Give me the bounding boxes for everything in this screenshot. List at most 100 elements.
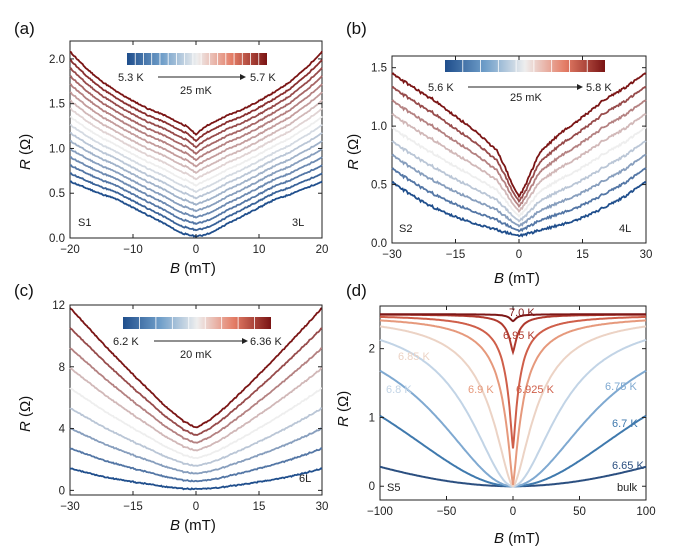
y-tick-label: 12 xyxy=(52,300,65,312)
panel-a-ticks: −20 −10 0 10 20 0.0 0.5 1.0 1.5 2.0 xyxy=(49,41,328,256)
panel-c-ylabel: R (Ω) xyxy=(17,396,34,432)
panel-b-colorbar-end: 5.8 K xyxy=(586,82,612,94)
panel-d-ticks: −100 −50 0 50 100 0 1 2 xyxy=(367,306,656,518)
y-tick-label: 2.0 xyxy=(49,54,65,66)
x-tick-label: 30 xyxy=(316,501,329,513)
panel-c-arrow-head xyxy=(242,338,248,344)
temperature-curve xyxy=(69,115,323,187)
temperature-curve xyxy=(69,75,323,156)
temperature-curve xyxy=(69,172,323,232)
panel-b-colorbar-step: 25 mK xyxy=(510,92,542,104)
y-tick-label: 0.5 xyxy=(49,188,65,200)
y-tick-label: 2 xyxy=(369,344,375,356)
x-tick-label: 0 xyxy=(193,501,199,513)
temperature-curve xyxy=(69,140,323,206)
panel-b-layer-note: 4L xyxy=(619,223,631,235)
panel-c-colorbar-step: 20 mK xyxy=(180,349,212,361)
temperature-curve xyxy=(391,167,647,233)
panel-a-colorbar-end: 5.7 K xyxy=(250,72,276,84)
panel-d-xlabel: B (mT) xyxy=(494,530,540,547)
panel-d-bulk-note: bulk xyxy=(617,482,638,494)
x-tick-label: −10 xyxy=(123,244,143,256)
temperature-curve xyxy=(379,315,647,449)
panel-d-label: (d) xyxy=(346,281,367,300)
panel-d-ylabel: R (Ω) xyxy=(335,391,352,427)
panel-b-colorbar: 5.6 K 5.8 K 25 mK xyxy=(428,60,612,104)
series-label: 6.65 K xyxy=(612,460,644,472)
y-tick-label: 1.5 xyxy=(371,63,387,75)
y-tick-label: 1 xyxy=(369,412,375,424)
series-label: 7.0 K xyxy=(509,307,535,319)
x-tick-label: 0 xyxy=(510,506,516,518)
temperature-curve xyxy=(69,367,322,452)
panel-b-curves xyxy=(391,72,647,238)
panel-b-colorbar-strip xyxy=(445,60,605,72)
temperature-curve xyxy=(69,67,323,149)
x-tick-label: −20 xyxy=(60,244,80,256)
panel-c-colorbar: 6.2 K 6.36 K 20 mK xyxy=(113,317,282,361)
temperature-curve xyxy=(69,327,323,436)
temperature-curve xyxy=(69,447,323,483)
panel-a-ylabel: R (Ω) xyxy=(17,134,34,170)
y-tick-label: 1.0 xyxy=(371,121,387,133)
panel-a-arrow-head xyxy=(240,74,246,80)
panel-a-layer-note: 3L xyxy=(292,217,304,229)
series-label: 6.75 K xyxy=(605,381,637,393)
panel-c-colorbar-end: 6.36 K xyxy=(250,336,282,348)
x-tick-label: −15 xyxy=(123,501,143,513)
panel-c-layer-note: 6L xyxy=(299,473,311,485)
series-label: 6.8 K xyxy=(386,384,412,396)
temperature-curve xyxy=(391,99,647,209)
panel-a-colorbar-strip xyxy=(127,53,267,65)
y-tick-label: 4 xyxy=(59,424,66,436)
series-label: 6.85 K xyxy=(398,351,430,363)
panel-a-colorbar-start: 5.3 K xyxy=(118,72,144,84)
series-label: 6.95 K xyxy=(503,330,535,342)
panel-a-curves xyxy=(69,50,323,238)
panel-a-xlabel: B (mT) xyxy=(170,260,216,277)
panel-b-arrow-head xyxy=(577,84,583,90)
series-label: 6.7 K xyxy=(612,418,638,430)
temperature-curve xyxy=(70,164,323,226)
x-tick-label: −30 xyxy=(382,249,402,261)
y-tick-label: 0.5 xyxy=(371,180,387,192)
panel-c-colorbar-strip xyxy=(123,317,271,329)
x-tick-label: −100 xyxy=(367,506,393,518)
panel-b-label: (b) xyxy=(346,19,367,38)
panel-b-ylabel: R (Ω) xyxy=(345,134,362,170)
panel-d-curves xyxy=(379,313,647,488)
x-tick-label: −30 xyxy=(60,501,80,513)
temperature-curve xyxy=(69,387,322,460)
temperature-curve xyxy=(69,347,323,444)
x-tick-label: 15 xyxy=(253,501,266,513)
temperature-curve xyxy=(379,319,647,486)
x-tick-label: 30 xyxy=(640,249,653,261)
temperature-curve xyxy=(69,107,323,181)
x-tick-label: 100 xyxy=(636,506,655,518)
temperature-curve xyxy=(69,58,323,143)
temperature-curve xyxy=(69,427,323,475)
series-label: 6.9 K xyxy=(468,384,494,396)
x-tick-label: −15 xyxy=(446,249,466,261)
temperature-curve xyxy=(391,153,647,228)
panel-b: (b) −30 −15 0 15 30 0.0 0.5 1.0 1.5 5.6 K 5.8 K … xyxy=(345,19,652,287)
panel-b-colorbar-start: 5.6 K xyxy=(428,82,454,94)
panel-c-colorbar-start: 6.2 K xyxy=(113,336,139,348)
temperature-curve xyxy=(391,180,647,238)
panel-a: (a) −20 −10 0 10 20 0.0 0.5 1.0 1.5 2.0 5.3 K 5.7… xyxy=(14,19,328,277)
temperature-curve xyxy=(69,407,323,467)
panel-c-label: (c) xyxy=(14,281,34,300)
panel-c-xlabel: B (mT) xyxy=(170,517,216,534)
panel-b-ticks: −30 −15 0 15 30 0.0 0.5 1.0 1.5 xyxy=(371,56,652,261)
temperature-curve xyxy=(380,313,646,323)
temperature-curve xyxy=(391,140,647,223)
x-tick-label: 0 xyxy=(516,249,522,261)
temperature-curve xyxy=(391,85,647,204)
temperature-curve xyxy=(69,91,323,168)
panel-b-xlabel: B (mT) xyxy=(494,270,540,287)
y-tick-label: 0.0 xyxy=(371,238,387,250)
y-tick-label: 1.0 xyxy=(49,143,65,155)
temperature-curve xyxy=(69,83,323,162)
temperature-curve xyxy=(70,148,323,213)
